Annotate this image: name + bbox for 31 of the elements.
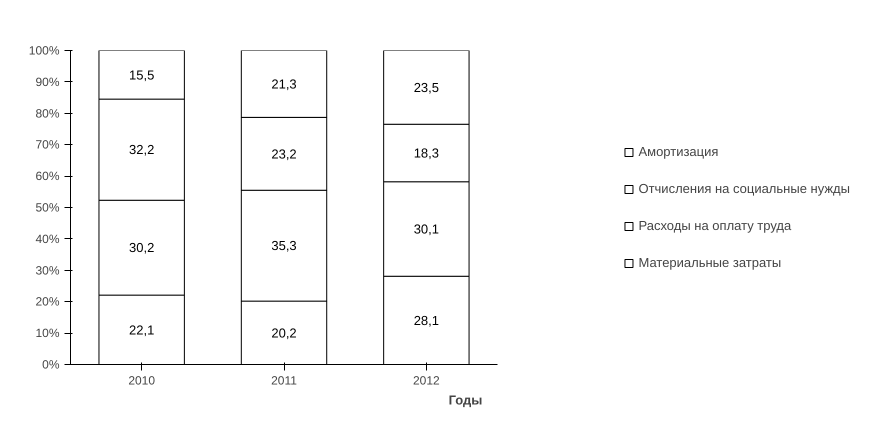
legend-label: Расходы на оплату труда — [638, 218, 792, 233]
data-label: 28,1 — [414, 312, 440, 328]
data-label: 35,3 — [271, 238, 297, 254]
data-label: 23,5 — [414, 80, 440, 95]
legend-label: Материальные затраты — [638, 255, 782, 270]
data-label: 20,2 — [271, 325, 297, 340]
y-tick-label: 80% — [35, 106, 60, 120]
data-label: 21,3 — [271, 76, 297, 92]
x-tick-label: 2012 — [413, 374, 440, 388]
legend-label: Амортизация — [638, 144, 718, 159]
x-axis-title: Годы — [448, 392, 482, 408]
legend-label: Отчисления на социальные нужды — [638, 181, 850, 196]
y-tick-label: 30% — [35, 263, 60, 278]
y-tick-label: 0% — [42, 358, 60, 372]
y-tick-label: 20% — [35, 294, 60, 309]
data-label: 32,2 — [129, 142, 154, 158]
x-tick-label: 2010 — [128, 374, 156, 388]
data-label: 30,1 — [414, 222, 440, 237]
data-label: 22,1 — [129, 322, 154, 338]
y-tick-label: 10% — [35, 326, 60, 340]
y-tick-label: 100% — [28, 44, 60, 58]
y-tick-label: 40% — [35, 232, 60, 246]
data-label: 30,2 — [129, 240, 154, 256]
data-label: 18,3 — [414, 146, 440, 161]
y-tick-label: 60% — [35, 169, 60, 184]
y-tick-label: 90% — [35, 74, 60, 89]
data-label: 23,2 — [271, 146, 297, 162]
y-tick-label: 70% — [35, 138, 60, 152]
y-tick-label: 50% — [35, 200, 60, 214]
x-tick-label: 2011 — [271, 374, 298, 388]
data-label: 15,5 — [129, 67, 154, 82]
